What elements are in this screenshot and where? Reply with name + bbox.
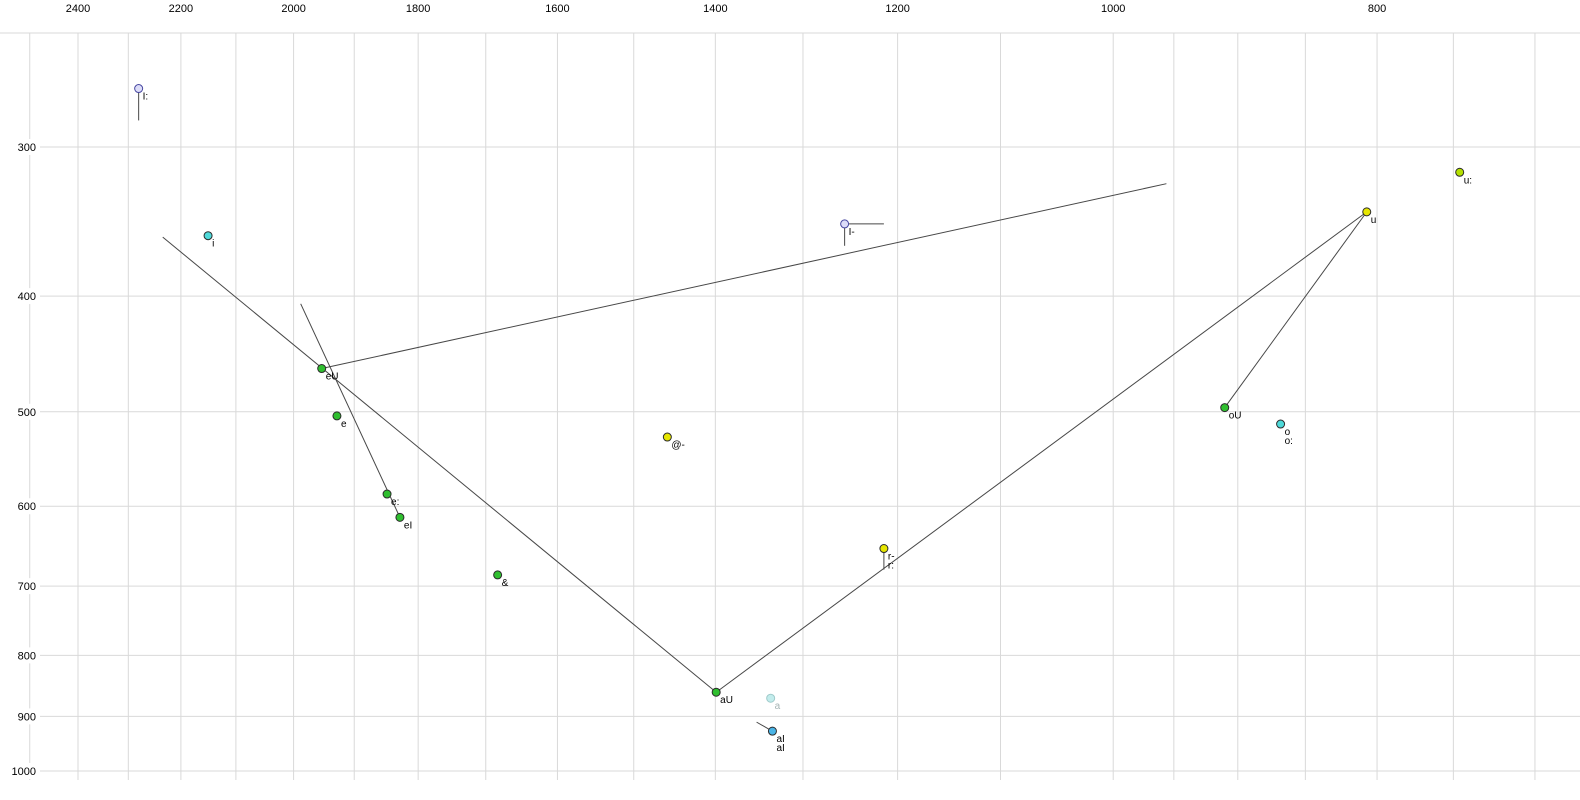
y-tick-label-backing: [0, 403, 40, 420]
vowel-label: aI: [776, 734, 784, 745]
vowel-marker: [766, 693, 776, 703]
vowel-label: o: [1285, 427, 1291, 438]
vowel-marker: [382, 489, 392, 499]
y-tick-label: 900: [18, 711, 36, 723]
trajectory-line: [321, 183, 1167, 370]
vowel-label: a: [775, 701, 781, 712]
vowel-marker: [767, 726, 777, 736]
x-tick-label: 2400: [66, 3, 90, 15]
vowel-label: aU: [720, 695, 733, 706]
trajectory-line: [715, 211, 1368, 693]
vowel-label-secondary: r:: [888, 561, 894, 572]
x-tick-label: 800: [1368, 3, 1386, 15]
vowel-marker: [1220, 403, 1230, 413]
y-tick-label-backing: [0, 708, 40, 725]
vowel-label: r-: [888, 552, 895, 563]
vowel-marker: [711, 687, 721, 697]
vowel-marker: [879, 544, 889, 554]
y-tick-label-backing: [0, 288, 40, 305]
vowel-marker: [662, 432, 672, 442]
vowel-label: I-: [849, 227, 855, 238]
y-tick-label: 300: [18, 142, 36, 154]
y-tick-label: 500: [18, 407, 36, 419]
x-tick-label: 1200: [885, 3, 909, 15]
vowel-label: oU: [1229, 411, 1242, 422]
y-tick-label: 600: [18, 501, 36, 513]
vowel-label: I:: [143, 92, 149, 103]
x-tick-label: 2200: [169, 3, 193, 15]
y-tick-label: 800: [18, 650, 36, 662]
y-tick-label-backing: [0, 763, 40, 780]
vowel-label: e:: [391, 497, 399, 508]
vowel-label: i: [212, 239, 214, 250]
y-tick-label: 400: [18, 291, 36, 303]
y-tick-label-backing: [0, 578, 40, 595]
x-tick-label: 1600: [545, 3, 569, 15]
vowel-label-secondary: o:: [1285, 436, 1293, 447]
vowel-label: u: [1371, 215, 1377, 226]
trajectory-line: [162, 236, 717, 693]
trajectory-line: [300, 303, 401, 518]
y-tick-label: 700: [18, 581, 36, 593]
vowel-label: e: [341, 419, 347, 430]
y-tick-label-backing: [0, 498, 40, 515]
x-tick-label: 1400: [703, 3, 727, 15]
trajectory-line: [1224, 211, 1368, 408]
vowel-marker: [332, 411, 342, 421]
vowel-marker: [317, 364, 327, 374]
vowel-marker: [840, 219, 850, 229]
vowel-marker: [134, 84, 144, 94]
vowel-marker: [493, 570, 503, 580]
y-tick-label: 1000: [12, 766, 36, 778]
x-tick-label: 1800: [406, 3, 430, 15]
vowel-marker: [1362, 207, 1372, 217]
vowel-marker: [395, 512, 405, 522]
vowel-marker: [203, 231, 213, 241]
x-tick-label: 1000: [1101, 3, 1125, 15]
y-tick-label-backing: [0, 139, 40, 155]
vowel-label: &: [502, 578, 509, 589]
vowel-label-secondary: aI: [776, 743, 784, 754]
x-tick-label: 2000: [281, 3, 305, 15]
vowel-marker: [1276, 419, 1286, 429]
vowel-label: u:: [1464, 175, 1472, 186]
vowel-marker: [1455, 167, 1465, 177]
y-tick-label-backing: [0, 647, 40, 664]
vowel-label: eU: [326, 372, 339, 383]
vowel-label: @-: [671, 440, 684, 451]
vowel-label: eI: [404, 520, 412, 531]
